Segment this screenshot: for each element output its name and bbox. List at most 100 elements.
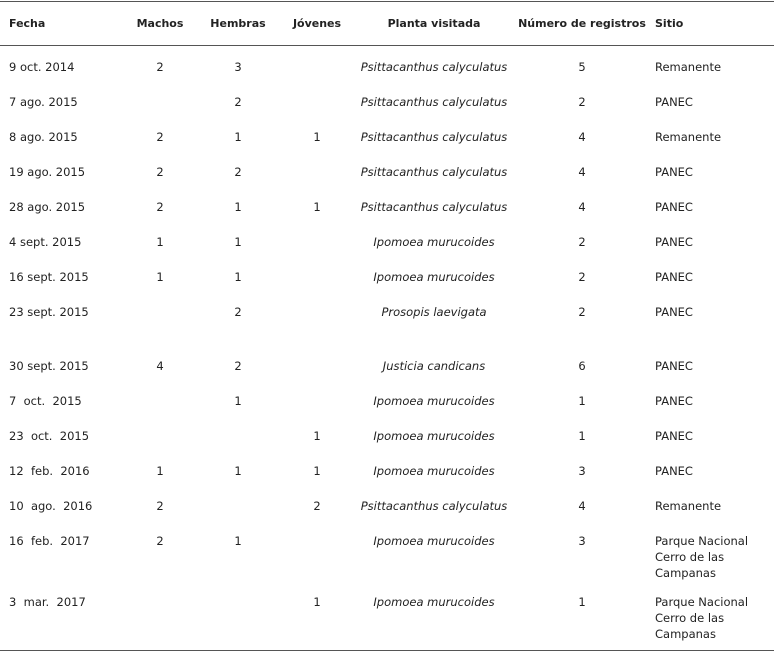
table-cell: 1 [200,380,276,415]
cell-text: Parque Nacional Cerro de las Campanas [655,534,749,580]
table-cell: 23 sept. 2015 [0,291,120,345]
cell-text: 23 oct. 2015 [9,429,90,443]
table-cell: 4 sept. 2015 [0,221,120,256]
cell-text: 19 ago. 2015 [9,165,86,179]
cell-text: Ipomoea murucoides [373,235,495,249]
header-cell: Planta visitada [358,1,510,46]
table-cell: 1 [200,221,276,256]
table-cell: 9 oct. 2014 [0,46,120,82]
cell-text: 2 [234,95,242,109]
cell-text: 2 [578,270,586,284]
cell-text: 16 feb. 2017 [9,534,90,548]
table-cell [200,415,276,450]
table-cell: 1 [120,256,200,291]
cell-text: 4 [578,130,586,144]
cell-text: Ipomoea murucoides [373,394,495,408]
cell-text: 1 [234,394,242,408]
table-cell [120,415,200,450]
cell-text: 4 sept. 2015 [9,235,82,249]
cell-text: 23 sept. 2015 [9,305,89,319]
cell-text: 1 [313,595,321,609]
cell-text: 16 sept. 2015 [9,270,89,284]
cell-text: Psittacanthus calyculatus [360,95,508,109]
table-cell [276,256,358,291]
cell-text: PANEC [655,165,693,179]
cell-text: 2 [156,534,164,548]
table-cell: PANEC [654,256,774,291]
cell-text: Ipomoea murucoides [373,464,495,478]
cell-text: Psittacanthus calyculatus [360,165,508,179]
cell-text: 2 [578,235,586,249]
cell-text: PANEC [655,235,693,249]
table-row: 12 feb. 2016 1 1 1 Ipomoea murucoides 3 PANEC [0,450,774,485]
cell-text: PANEC [655,359,693,373]
cell-text: 1 [156,235,164,249]
table-cell: PANEC [654,186,774,221]
table-cell: Remanente [654,116,774,151]
table-cell: 4 [510,151,654,186]
cell-text: PANEC [655,394,693,408]
cell-text: 3 [578,534,586,548]
table-cell: 7 ago. 2015 [0,81,120,116]
cell-text: 4 [578,165,586,179]
table-cell: 10 ago. 2016 [0,485,120,520]
table-cell: Psittacanthus calyculatus [358,186,510,221]
table-cell [276,46,358,82]
cell-text: 1 [313,464,321,478]
cell-text: Prosopis laevigata [381,305,487,319]
table-cell: 2 [200,151,276,186]
table-cell: 3 [510,450,654,485]
table-cell: 12 feb. 2016 [0,450,120,485]
table-cell: 2 [120,520,200,581]
table-cell: 5 [510,46,654,82]
table-cell: 2 [200,81,276,116]
cell-text: 1 [578,595,586,609]
table-cell: Remanente [654,485,774,520]
cell-text: 1 [313,429,321,443]
table-row: 28 ago. 2015 2 1 1 Psittacanthus calyculatus… [0,186,774,221]
table-cell: PANEC [654,151,774,186]
table-cell: Prosopis laevigata [358,291,510,345]
table-cell: 1 [120,221,200,256]
table-cell [276,520,358,581]
table-cell: Ipomoea murucoides [358,520,510,581]
table-cell: 1 [200,116,276,151]
cell-text: 1 [313,130,321,144]
table-cell [120,380,200,415]
cell-text: 2 [156,499,164,513]
table-cell: 1 [510,415,654,450]
table-row: 19 ago. 2015 2 2 Psittacanthus calyculatus 4… [0,151,774,186]
table-cell: Ipomoea murucoides [358,380,510,415]
cell-text: Psittacanthus calyculatus [360,130,508,144]
table-cell [200,485,276,520]
table-cell: 2 [510,256,654,291]
table-cell: 2 [200,345,276,380]
cell-text: 2 [156,130,164,144]
table-cell: Ipomoea murucoides [358,221,510,256]
table-cell [120,81,200,116]
table-row: 16 feb. 2017 2 1 Ipomoea murucoides 3 Parque … [0,520,774,581]
table-cell: Ipomoea murucoides [358,450,510,485]
cell-text: PANEC [655,200,693,214]
table-cell: 1 [276,450,358,485]
table-cell: 1 [200,450,276,485]
cell-text: Parque Nacional Cerro de las Campanas [655,595,749,641]
table-cell: 1 [276,581,358,651]
cell-text: Justicia candicans [382,359,486,373]
table-cell: 1 [276,186,358,221]
table-cell: PANEC [654,221,774,256]
table-cell [276,345,358,380]
table-cell: Psittacanthus calyculatus [358,116,510,151]
table-cell: 19 ago. 2015 [0,151,120,186]
table-cell: 4 [510,186,654,221]
table-cell: 4 [510,485,654,520]
table-cell: Parque Nacional Cerro de las Campanas [654,520,774,581]
table-cell: 1 [200,186,276,221]
header-cell: Fecha [0,1,120,46]
table-cell: Parque Nacional Cerro de las Campanas [654,581,774,651]
table-cell: 4 [120,345,200,380]
cell-text: 1 [156,464,164,478]
table-cell: 2 [510,221,654,256]
